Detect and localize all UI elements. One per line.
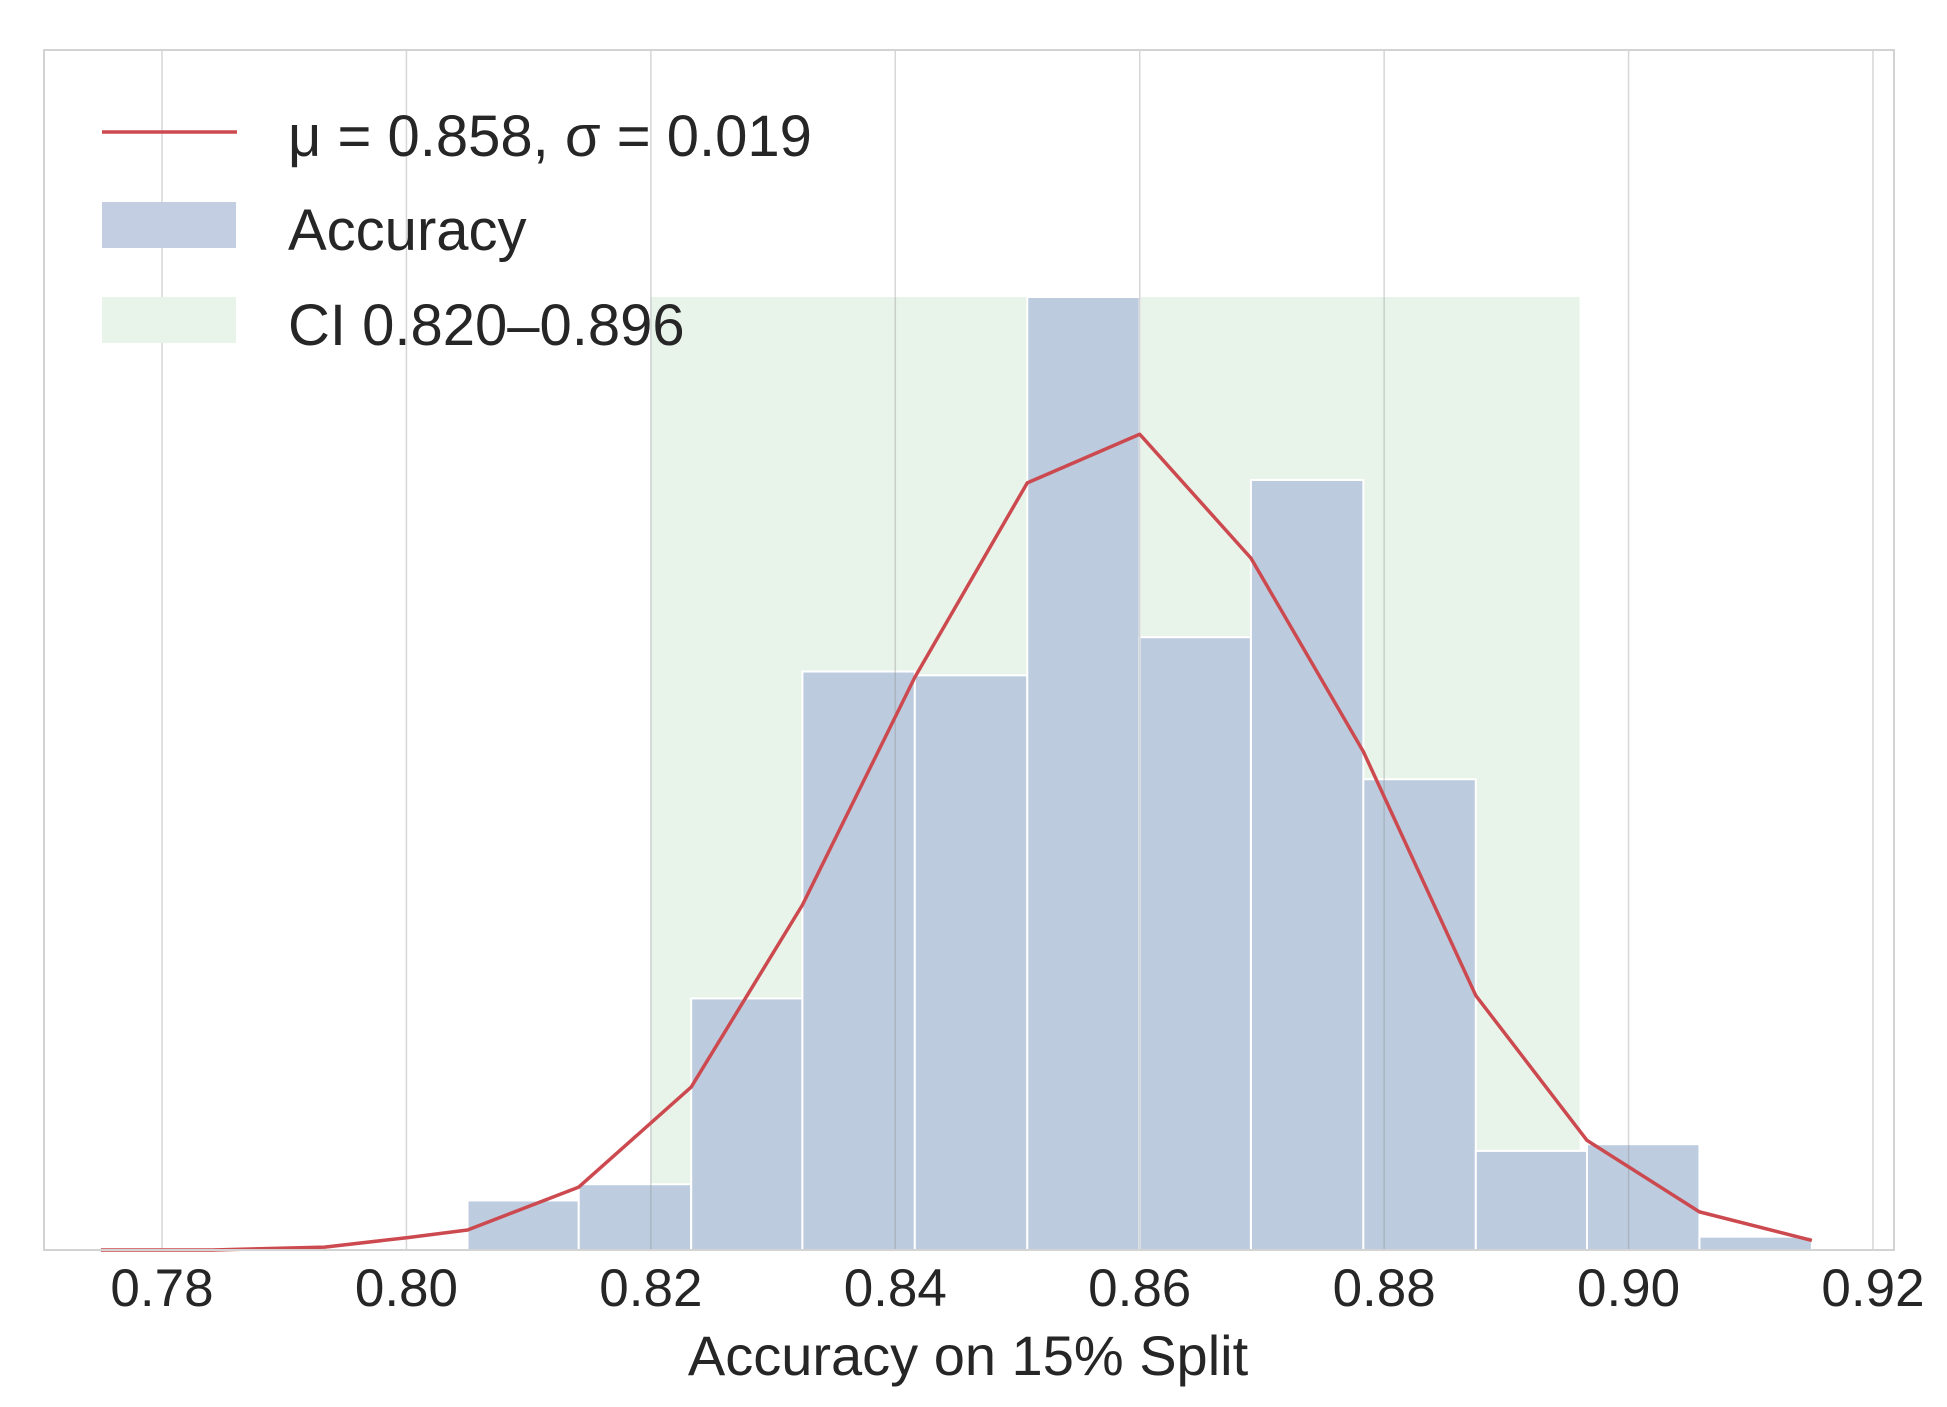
histogram-bar (1249, 478, 1365, 1251)
histogram-bar (1586, 1143, 1701, 1252)
histogram-bar (801, 670, 916, 1251)
x-tick-label: 0.84 (844, 1259, 947, 1318)
histogram-bar (1474, 1149, 1589, 1251)
x-tick-labels: 0.78 0.80 0.82 0.84 0.86 0.88 0.90 0.92 (110, 1259, 1924, 1318)
histogram-bar (577, 1183, 693, 1252)
grid-lines (161, 50, 1874, 1250)
histogram-bar (1138, 636, 1252, 1251)
x-tick-label: 0.92 (1821, 1259, 1924, 1318)
x-tick-label: 0.86 (1088, 1259, 1191, 1318)
fit-curve-layer (100, 432, 1813, 1252)
legend: μ = 0.858, σ = 0.019 Accuracy CI 0.820–0.8… (102, 104, 812, 358)
x-tick-label: 0.90 (1577, 1259, 1680, 1318)
histogram-bar (913, 674, 1029, 1251)
x-tick-label: 0.82 (599, 1259, 702, 1318)
fit-curve-line (100, 432, 1813, 1252)
histogram-bar (1362, 778, 1477, 1252)
x-tick-label: 0.78 (110, 1259, 213, 1318)
x-tick-label: 0.80 (355, 1259, 458, 1318)
histogram-bar (690, 997, 804, 1252)
legend-accuracy-swatch (102, 202, 236, 248)
histogram-bar (1026, 296, 1141, 1251)
legend-label: CI 0.820–0.896 (288, 293, 685, 358)
x-tick-label: 0.88 (1333, 1259, 1436, 1318)
legend-label: Accuracy (288, 198, 527, 263)
x-axis-label: Accuracy on 15% Split (688, 1324, 1249, 1387)
histogram-bars (466, 296, 1813, 1252)
plot-frame (43, 49, 1895, 1251)
histogram-bar (1698, 1235, 1813, 1251)
legend-ci-swatch (102, 297, 236, 343)
legend-label: μ = 0.858, σ = 0.019 (288, 104, 812, 169)
